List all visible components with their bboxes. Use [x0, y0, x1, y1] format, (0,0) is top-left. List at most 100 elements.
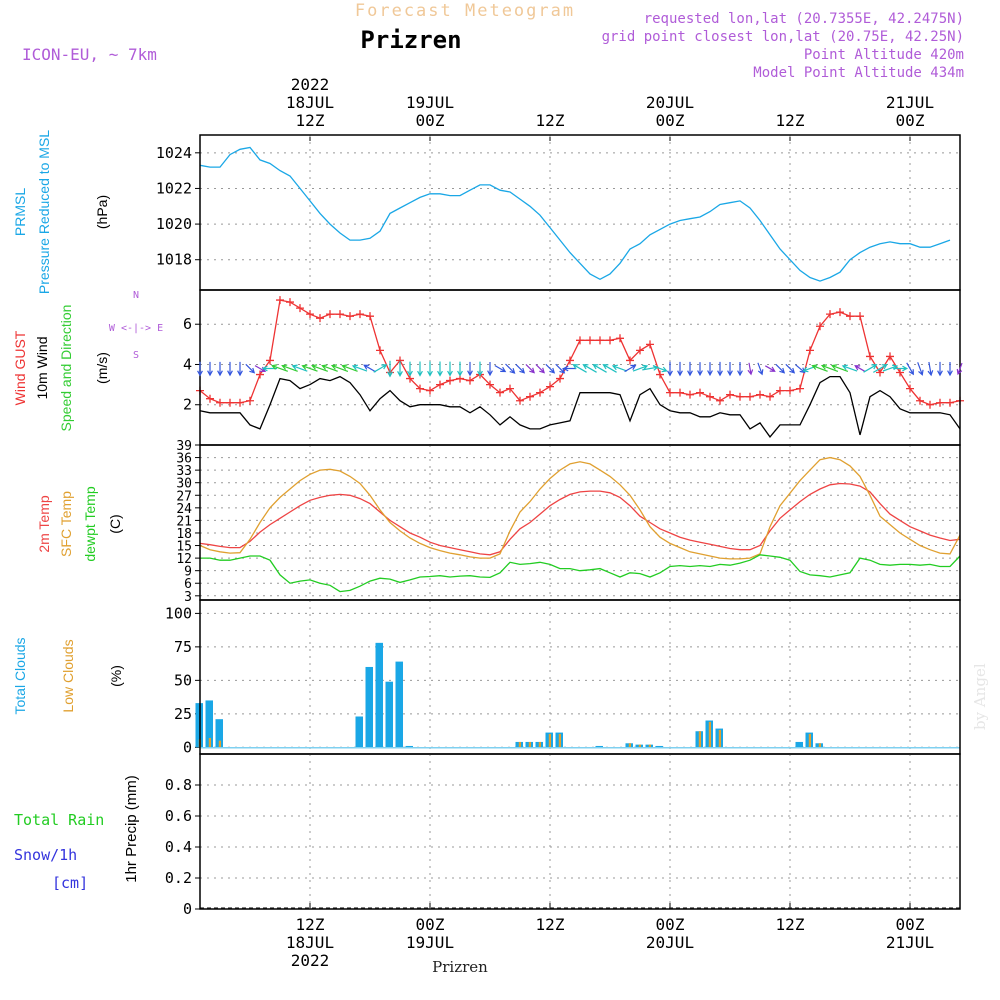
- low-cloud-bar: [558, 733, 561, 748]
- wind-arrow: [937, 361, 943, 377]
- y-tick-label: 1020: [156, 215, 192, 233]
- gust-marker: [816, 322, 824, 331]
- grid-point-coords: grid point closest lon,lat (20.75E, 42.2…: [602, 29, 964, 45]
- bottom-axis-label: 00Z: [656, 915, 685, 934]
- y-tick-label: 9: [184, 565, 192, 580]
- gust-marker: [806, 346, 814, 355]
- total-cloud-bar: [205, 700, 213, 748]
- gust-marker: [746, 392, 754, 401]
- gust-marker: [326, 310, 334, 319]
- y-tick-label: 0.8: [165, 776, 192, 794]
- top-axis-label: 00Z: [656, 111, 685, 130]
- total-cloud-bar: [655, 745, 663, 748]
- wind-arrow: [545, 363, 556, 374]
- wind-arrow: [237, 361, 243, 377]
- panels: 1018 1020 1022 1024 PRMSL Pressure Reduced to…: [12, 130, 964, 918]
- top-axis-label: 12Z: [296, 111, 325, 130]
- y-tick-label: 1022: [156, 179, 192, 197]
- panel-label: 2m Temp: [36, 495, 52, 553]
- panel-frame: [199, 753, 961, 910]
- total-cloud-bar: [795, 741, 803, 748]
- y-tick-label: 6: [184, 577, 192, 592]
- gust-marker: [646, 340, 654, 349]
- compass-axis: W <-|-> E: [109, 323, 163, 334]
- y-tick-label: 3: [184, 590, 192, 605]
- gust-marker: [616, 334, 624, 343]
- panel-label: Low Clouds: [60, 639, 76, 712]
- panel-frame: [199, 444, 961, 601]
- panel-label: Speed and Direction: [58, 305, 74, 432]
- wind-arrow: [917, 362, 924, 376]
- wind-arrow: [592, 364, 607, 373]
- wind-arrow: [281, 364, 298, 372]
- panel-label: Pressure Reduced to MSL: [36, 130, 52, 294]
- low-cloud-bar: [548, 733, 551, 748]
- wind-arrow: [747, 362, 754, 376]
- gust-marker: [916, 396, 924, 405]
- wind-arrow: [457, 361, 463, 377]
- series-line-2m-temp: [199, 482, 961, 556]
- wind-arrow: [562, 365, 577, 372]
- gust-marker: [836, 308, 844, 317]
- panel-2: 2 4 6 Wind GUST 10m Wind Speed and Direction (…: [12, 289, 964, 446]
- watermark: by Angel: [971, 663, 989, 730]
- wind-arrow: [341, 364, 358, 372]
- y-tick-label: 1018: [156, 251, 192, 269]
- gust-marker: [946, 398, 954, 407]
- gust-marker: [566, 356, 574, 365]
- wind-arrow: [427, 361, 433, 377]
- bottom-axis-label: 12Z: [776, 915, 805, 934]
- total-cloud-bar: [405, 745, 413, 748]
- point-altitude: Point Altitude 420m: [804, 47, 964, 63]
- panel-label: Total Clouds: [12, 637, 28, 714]
- bottom-axis-label: 18JUL: [286, 933, 334, 952]
- gust-marker: [226, 398, 234, 407]
- wind-arrow: [854, 365, 866, 372]
- gust-marker: [576, 336, 584, 345]
- total-cloud-bar: [215, 719, 223, 748]
- y-tick-label: 36: [176, 452, 192, 467]
- wind-arrow: [785, 363, 796, 374]
- total-cloud-bar: [355, 716, 363, 748]
- wind-arrow: [841, 364, 858, 372]
- series-line-dewpt-temp: [200, 554, 961, 593]
- wind-arrow: [717, 361, 723, 377]
- series-line-prmsl: [199, 146, 951, 282]
- low-cloud-bar: [538, 741, 541, 748]
- low-cloud-bar: [638, 744, 641, 748]
- panel-label: PRMSL: [12, 188, 28, 236]
- gust-marker: [216, 398, 224, 407]
- y-tick-label: 1024: [156, 144, 192, 162]
- top-axis-label: 20JUL: [646, 93, 694, 112]
- y-tick-label: 25: [174, 705, 192, 723]
- wind-arrow: [535, 363, 545, 374]
- wind-arrow: [373, 364, 388, 373]
- wind-arrow: [311, 364, 329, 372]
- gust-marker: [596, 336, 604, 345]
- gust-marker: [366, 312, 374, 321]
- wind-arrow: [363, 364, 377, 373]
- gust-marker: [356, 310, 364, 319]
- gust-marker: [756, 390, 764, 399]
- snow-unit-label: [cm]: [52, 874, 88, 892]
- wind-arrow: [197, 361, 203, 377]
- y-tick-label: 21: [176, 514, 192, 529]
- wind-arrow: [727, 362, 733, 377]
- wind-arrow: [271, 364, 289, 372]
- wind-arrow: [525, 363, 535, 374]
- wind-direction-arrows: [197, 360, 963, 378]
- model-altitude: Model Point Altitude 434m: [753, 65, 964, 81]
- gust-marker: [936, 398, 944, 407]
- gust-marker: [736, 392, 744, 401]
- gust-marker: [276, 296, 284, 305]
- y-tick-label: 0.2: [165, 869, 192, 887]
- y-tick-label: 12: [176, 552, 192, 567]
- gust-marker: [926, 400, 934, 409]
- y-tick-label: 2: [183, 396, 192, 414]
- gust-marker: [516, 396, 524, 405]
- gust-marker: [556, 374, 564, 383]
- gust-marker: [846, 312, 854, 321]
- gust-marker: [316, 314, 324, 323]
- wind-arrow: [555, 363, 566, 374]
